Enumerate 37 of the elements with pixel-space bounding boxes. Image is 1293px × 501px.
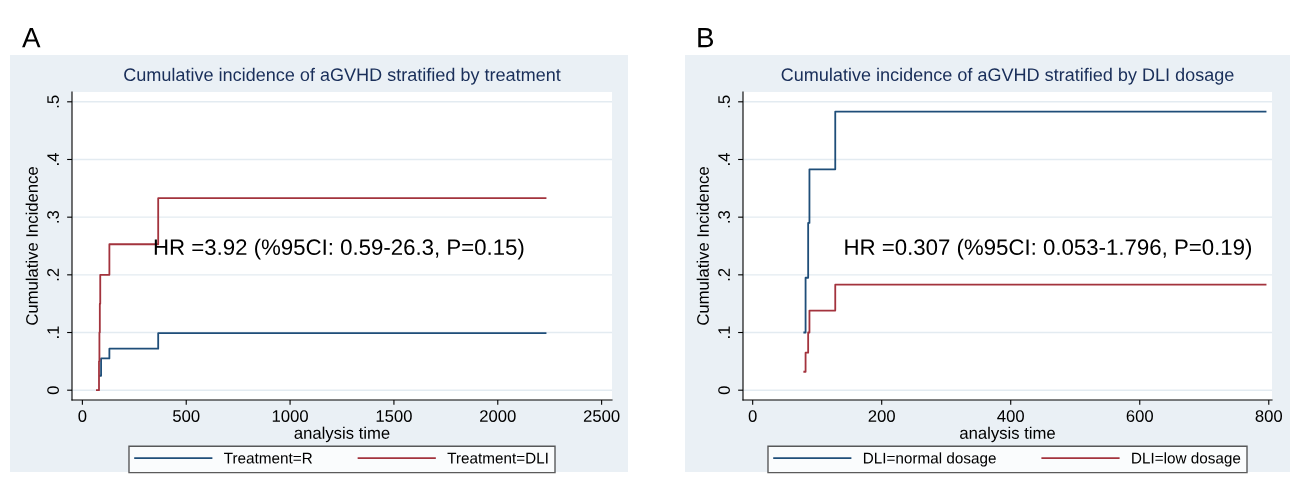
text: B xyxy=(698,28,714,48)
y-tick-label: .3 xyxy=(47,210,59,223)
y-tick-label: 0 xyxy=(47,386,59,395)
y-tick-label: .5 xyxy=(47,95,59,108)
x-tick-label: 400 xyxy=(997,410,1024,422)
y-tick-label: .4 xyxy=(718,153,730,165)
y-tick-label: .2 xyxy=(718,268,730,281)
y-tick-label: .3 xyxy=(718,210,730,223)
annotation: HR =3.92 (%95CI: 0.59-26.3, P=0.15) xyxy=(154,238,524,260)
y-tick-label: .2 xyxy=(47,268,59,281)
x-tick-label: 2500 xyxy=(583,410,620,422)
x-tick-label: 500 xyxy=(173,410,200,422)
x-axis-title: analysis time xyxy=(960,426,1055,443)
x-tick-label: 0 xyxy=(748,410,757,422)
chart-title: Cumulative incidence of aGVHD stratified by treatment xyxy=(124,67,561,85)
y-tick-label: .5 xyxy=(718,95,730,108)
y-tick-label: .1 xyxy=(718,326,730,338)
y-tick-label: .1 xyxy=(47,326,59,338)
x-axis-title: analysis time xyxy=(294,426,390,443)
y-axis-title: Cumulative Incidence xyxy=(696,167,709,325)
annotation: HR =0.307 (%95CI: 0.053-1.796, P=0.19) xyxy=(845,238,1252,260)
y-tick-label: 0 xyxy=(718,386,730,395)
x-tick-label: 2000 xyxy=(480,410,516,422)
legend-label: Treatment=DLI xyxy=(447,452,548,464)
x-tick-label: 200 xyxy=(868,410,895,422)
legend-label: DLI=normal dosage xyxy=(863,452,996,467)
x-tick-label: 1500 xyxy=(376,410,412,422)
chart-title: Cumulative incidence of aGVHD stratified by DLI dosage xyxy=(781,67,1234,85)
legend-label: DLI=low dosage xyxy=(1132,452,1241,467)
y-tick-label: .4 xyxy=(47,153,59,165)
x-tick-label: 0 xyxy=(78,410,87,422)
legend-label: Treatment=R xyxy=(224,452,313,464)
x-tick-label: 800 xyxy=(1255,410,1283,422)
x-tick-label: 600 xyxy=(1126,410,1153,422)
text: A xyxy=(22,28,41,48)
x-tick-label: 1000 xyxy=(272,410,308,422)
y-axis-title: Cumulative Incidence xyxy=(25,167,38,325)
